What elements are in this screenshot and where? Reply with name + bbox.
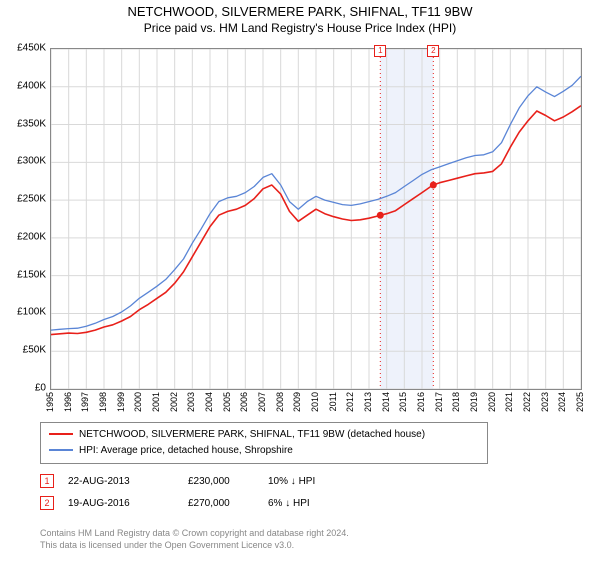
x-tick-label: 1997	[80, 392, 90, 412]
chart-subtitle: Price paid vs. HM Land Registry's House …	[0, 21, 600, 35]
footer-line-2: This data is licensed under the Open Gov…	[40, 540, 349, 552]
x-tick-label: 2006	[239, 392, 249, 412]
footer-attribution: Contains HM Land Registry data © Crown c…	[40, 528, 349, 551]
x-tick-label: 2001	[151, 392, 161, 412]
legend-label: HPI: Average price, detached house, Shro…	[79, 445, 293, 456]
x-tick-label: 2020	[487, 392, 497, 412]
y-tick-label: £100K	[6, 307, 46, 318]
y-tick-label: £150K	[6, 269, 46, 280]
transaction-marker: 1	[40, 474, 54, 488]
legend-swatch	[49, 449, 73, 451]
transaction-marker: 2	[40, 496, 54, 510]
x-tick-label: 2014	[381, 392, 391, 412]
y-tick-label: £450K	[6, 43, 46, 54]
x-tick-label: 2002	[169, 392, 179, 412]
x-tick-label: 2008	[275, 392, 285, 412]
x-tick-label: 2000	[133, 392, 143, 412]
transaction-price: £230,000	[188, 476, 268, 487]
x-tick-label: 2009	[292, 392, 302, 412]
y-tick-label: £50K	[6, 345, 46, 356]
legend-label: NETCHWOOD, SILVERMERE PARK, SHIFNAL, TF1…	[79, 429, 425, 440]
x-tick-label: 2011	[328, 392, 338, 411]
x-tick-label: 2013	[363, 392, 373, 412]
legend: NETCHWOOD, SILVERMERE PARK, SHIFNAL, TF1…	[40, 422, 488, 464]
transaction-row: 2 19-AUG-2016£270,0006% ↓ HPI	[40, 496, 368, 510]
x-tick-label: 2023	[540, 392, 550, 412]
chart-title: NETCHWOOD, SILVERMERE PARK, SHIFNAL, TF1…	[0, 4, 600, 19]
footer-line-1: Contains HM Land Registry data © Crown c…	[40, 528, 349, 540]
x-tick-label: 1998	[98, 392, 108, 412]
y-tick-label: £0	[6, 383, 46, 394]
figure-container: NETCHWOOD, SILVERMERE PARK, SHIFNAL, TF1…	[0, 4, 600, 564]
transaction-delta-vs-hpi: 6% ↓ HPI	[268, 498, 368, 509]
x-tick-label: 1999	[116, 392, 126, 412]
transaction-date: 19-AUG-2016	[68, 498, 188, 509]
x-tick-label: 2017	[434, 392, 444, 412]
x-tick-label: 2010	[310, 392, 320, 412]
x-tick-label: 2022	[522, 392, 532, 412]
sale-marker-flag: 1	[374, 45, 386, 57]
x-tick-label: 2015	[398, 392, 408, 412]
legend-swatch	[49, 433, 73, 435]
y-tick-label: £250K	[6, 194, 46, 205]
y-tick-label: £300K	[6, 156, 46, 167]
y-tick-label: £400K	[6, 80, 46, 91]
legend-item: HPI: Average price, detached house, Shro…	[49, 443, 479, 459]
transaction-row: 1 22-AUG-2013£230,00010% ↓ HPI	[40, 474, 368, 488]
x-tick-label: 2012	[345, 392, 355, 412]
x-tick-label: 1996	[63, 392, 73, 412]
x-tick-label: 2004	[204, 392, 214, 412]
x-tick-label: 2016	[416, 392, 426, 412]
x-tick-label: 2021	[504, 392, 514, 412]
sale-marker-flag: 2	[427, 45, 439, 57]
y-tick-label: £350K	[6, 118, 46, 129]
x-tick-label: 2005	[222, 392, 232, 412]
x-tick-label: 2019	[469, 392, 479, 412]
transaction-date: 22-AUG-2013	[68, 476, 188, 487]
x-tick-label: 2003	[186, 392, 196, 412]
x-tick-label: 1995	[45, 392, 55, 412]
y-tick-label: £200K	[6, 231, 46, 242]
x-tick-label: 2007	[257, 392, 267, 412]
x-tick-label: 2025	[575, 392, 585, 412]
transaction-delta-vs-hpi: 10% ↓ HPI	[268, 476, 368, 487]
x-tick-label: 2018	[451, 392, 461, 412]
transaction-price: £270,000	[188, 498, 268, 509]
x-tick-label: 2024	[557, 392, 567, 412]
legend-item: NETCHWOOD, SILVERMERE PARK, SHIFNAL, TF1…	[49, 427, 479, 443]
